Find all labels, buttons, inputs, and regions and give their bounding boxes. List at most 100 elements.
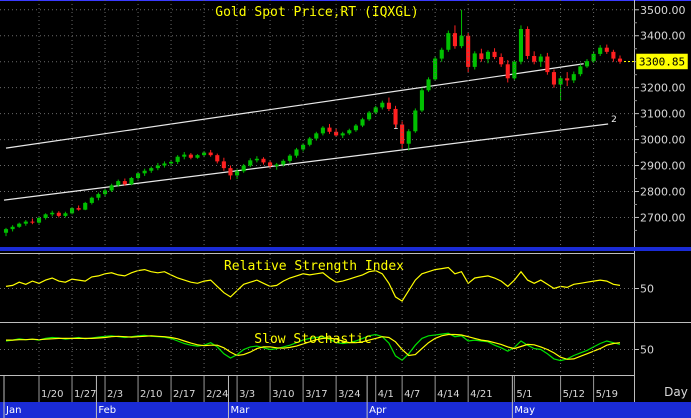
- candle: [413, 108, 418, 133]
- candle: [83, 201, 88, 211]
- candle: [10, 225, 15, 232]
- candle: [532, 51, 537, 65]
- candle: [17, 222, 22, 228]
- price-y-tick-label: 3400.00: [640, 30, 686, 43]
- x-tick-label: 3/3: [239, 389, 255, 400]
- candle: [307, 136, 312, 147]
- x-tick-label: 2/10: [140, 389, 162, 400]
- price-trendlines: 12: [3, 63, 617, 201]
- x-month-label: Jan: [5, 405, 21, 416]
- candle: [353, 124, 358, 132]
- price-candles: [3, 9, 634, 237]
- candle: [235, 169, 240, 180]
- x-tick-label: 2/3: [107, 389, 123, 400]
- candle: [149, 166, 154, 173]
- price-y-tick-label: 3200.00: [640, 82, 686, 95]
- candle: [551, 69, 557, 88]
- last-value-marker: 3300.85: [635, 53, 689, 70]
- candle: [135, 171, 141, 180]
- x-axis: 1/20 1/27 2/3 2/10 2/17 2/24 3/3 3/10 3/17 3/24 4/…: [3, 0, 618, 418]
- indicator-y-tick-label: 50: [640, 283, 654, 296]
- candle: [23, 220, 28, 226]
- x-tick-label: 4/1: [378, 389, 394, 400]
- stoch-y-axis: 50: [634, 344, 654, 357]
- price-grid: [0, 9, 634, 218]
- candle: [452, 25, 457, 49]
- x-tick-label: 1/20: [41, 389, 63, 400]
- candle: [406, 129, 411, 151]
- candle: [538, 53, 543, 67]
- x-tick-label: 5/19: [596, 389, 618, 400]
- indicator-y-tick-label: 50: [640, 344, 654, 357]
- candle: [221, 157, 226, 171]
- candle: [446, 30, 451, 52]
- x-tick-label: 5/12: [563, 389, 585, 400]
- candle: [591, 51, 596, 63]
- candle: [129, 176, 134, 186]
- lower-trendline: [3, 123, 609, 201]
- candle: [419, 87, 424, 113]
- x-tick-label: 4/7: [404, 389, 420, 400]
- candle: [241, 163, 246, 173]
- candle: [472, 51, 477, 70]
- x-tick-label: 3/10: [272, 389, 294, 400]
- candle: [89, 196, 94, 205]
- candle: [248, 158, 253, 168]
- candle: [30, 218, 35, 225]
- candle: [215, 153, 220, 164]
- candle: [162, 161, 167, 168]
- rsi-y-axis: 50: [634, 283, 654, 296]
- candle: [155, 162, 160, 171]
- candle: [499, 53, 504, 67]
- candle: [175, 155, 180, 164]
- candle: [565, 72, 570, 87]
- candle: [525, 26, 530, 60]
- candle: [393, 105, 398, 128]
- x-tick-label: 2/17: [173, 389, 195, 400]
- price-y-tick-label: 2800.00: [640, 185, 686, 198]
- candle: [96, 192, 101, 201]
- price-y-axis: 3500.003400.003300.003200.003100.003000.…: [634, 4, 686, 231]
- stoch-lines: [5, 332, 621, 362]
- candle: [584, 59, 590, 68]
- indicator-series-line: [6, 333, 621, 360]
- price-y-tick-label: 3100.00: [640, 108, 686, 121]
- x-tick-label: 5/1: [516, 389, 532, 400]
- price-y-tick-label: 3500.00: [640, 4, 686, 17]
- candle: [459, 9, 464, 49]
- candle: [347, 128, 352, 135]
- candle: [320, 126, 325, 136]
- indicator-series-line: [5, 266, 621, 302]
- x-tick-label: 4/14: [437, 389, 459, 400]
- candle: [195, 154, 200, 159]
- candle: [617, 55, 623, 64]
- candle: [274, 162, 279, 170]
- x-month-label: May: [514, 405, 535, 416]
- candle: [518, 25, 524, 65]
- candle: [479, 48, 484, 62]
- stoch-title: Slow Stochastic: [254, 332, 371, 347]
- candle: [43, 213, 48, 220]
- rsi-lines: [5, 266, 621, 302]
- candle: [611, 49, 616, 62]
- candle: [327, 124, 332, 134]
- candle: [598, 45, 603, 56]
- candle: [3, 227, 9, 237]
- candle: [281, 159, 286, 167]
- candle: [604, 44, 609, 54]
- candle: [287, 154, 292, 163]
- x-month-label: Feb: [98, 405, 116, 416]
- candle: [122, 178, 127, 186]
- candle: [182, 152, 187, 160]
- candle: [367, 111, 372, 121]
- candle: [228, 165, 233, 180]
- candle: [380, 100, 385, 110]
- candle: [485, 50, 491, 64]
- x-tick-label: 3/17: [305, 389, 327, 400]
- upper-trendline: [5, 63, 584, 149]
- candle: [578, 64, 583, 77]
- trendline-label-2: 2: [611, 115, 617, 125]
- last-value-label: 3300.85: [639, 55, 685, 68]
